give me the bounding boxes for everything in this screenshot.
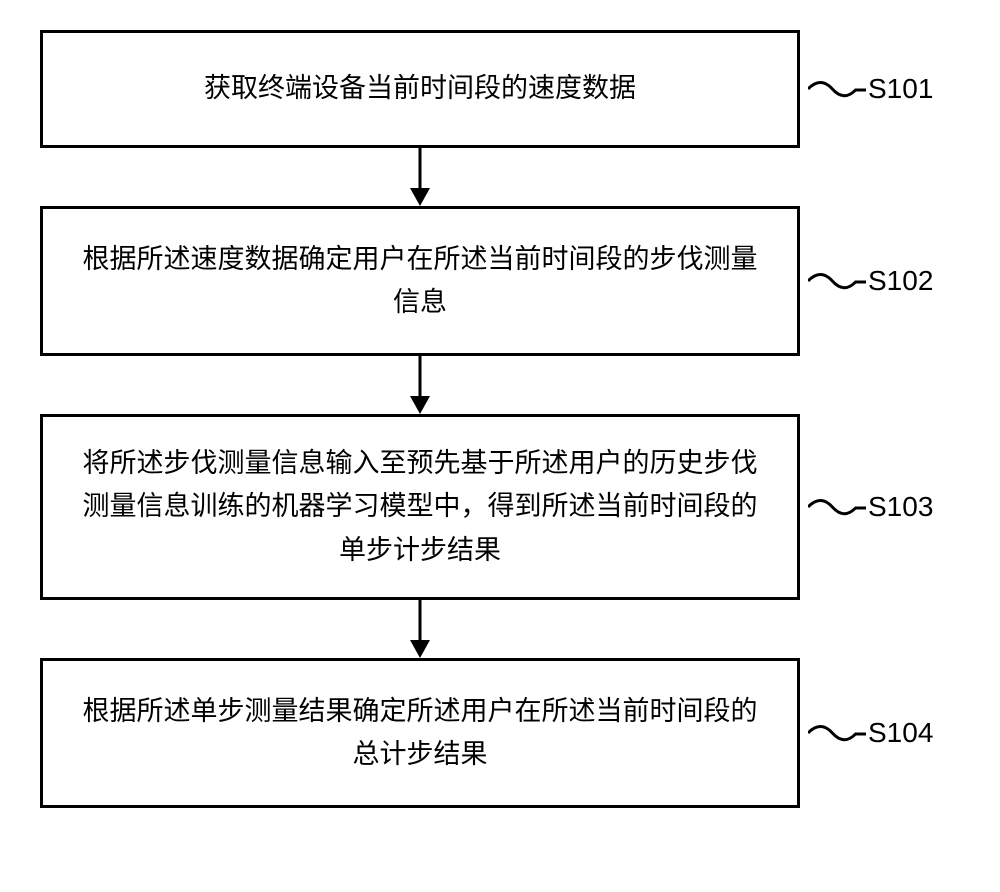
step-box: 将所述步伐测量信息输入至预先基于所述用户的历史步伐测量信息训练的机器学习模型中，… bbox=[40, 414, 800, 600]
arrow-wrapper bbox=[40, 148, 800, 206]
arrow-wrapper bbox=[40, 600, 800, 658]
arrow-down-icon bbox=[405, 600, 435, 658]
step-label: S104 bbox=[868, 717, 933, 749]
step-row: 根据所述速度数据确定用户在所述当前时间段的步伐测量信息 S102 bbox=[40, 206, 933, 356]
step-text: 获取终端设备当前时间段的速度数据 bbox=[204, 67, 636, 110]
step-label: S101 bbox=[868, 73, 933, 105]
wave-connector bbox=[808, 75, 866, 103]
step-box: 获取终端设备当前时间段的速度数据 bbox=[40, 30, 800, 148]
step-row: 根据所述单步测量结果确定所述用户在所述当前时间段的总计步结果 S104 bbox=[40, 658, 933, 808]
wave-connector bbox=[808, 719, 866, 747]
step-row: 将所述步伐测量信息输入至预先基于所述用户的历史步伐测量信息训练的机器学习模型中，… bbox=[40, 414, 933, 600]
flowchart-container: 获取终端设备当前时间段的速度数据 S101 根据所述速度数据确定用户在所述当前时间段… bbox=[40, 30, 933, 808]
step-label-wrapper: S104 bbox=[808, 717, 933, 749]
step-text: 根据所述单步测量结果确定所述用户在所述当前时间段的总计步结果 bbox=[71, 690, 769, 776]
step-row: 获取终端设备当前时间段的速度数据 S101 bbox=[40, 30, 933, 148]
wave-connector bbox=[808, 493, 866, 521]
arrow-down-icon bbox=[405, 356, 435, 414]
step-box: 根据所述单步测量结果确定所述用户在所述当前时间段的总计步结果 bbox=[40, 658, 800, 808]
step-label: S102 bbox=[868, 265, 933, 297]
step-label-wrapper: S103 bbox=[808, 491, 933, 523]
step-text: 将所述步伐测量信息输入至预先基于所述用户的历史步伐测量信息训练的机器学习模型中，… bbox=[71, 442, 769, 572]
step-label: S103 bbox=[868, 491, 933, 523]
wave-connector bbox=[808, 267, 866, 295]
arrow-wrapper bbox=[40, 356, 800, 414]
step-label-wrapper: S101 bbox=[808, 73, 933, 105]
step-text: 根据所述速度数据确定用户在所述当前时间段的步伐测量信息 bbox=[71, 238, 769, 324]
step-label-wrapper: S102 bbox=[808, 265, 933, 297]
arrow-down-icon bbox=[405, 148, 435, 206]
step-box: 根据所述速度数据确定用户在所述当前时间段的步伐测量信息 bbox=[40, 206, 800, 356]
